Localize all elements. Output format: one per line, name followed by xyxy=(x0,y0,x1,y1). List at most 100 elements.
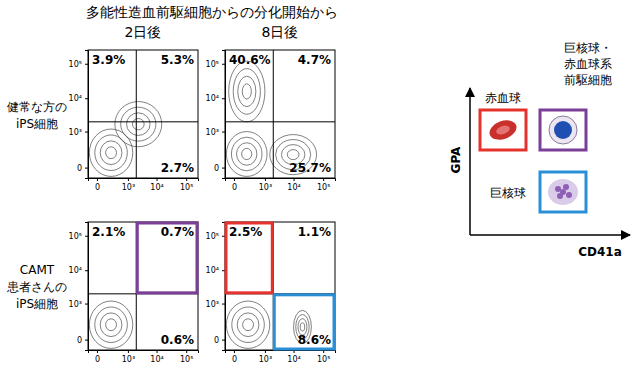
y-axis: 010³10⁴10⁵ xyxy=(69,51,89,179)
tick-label: 10⁴ xyxy=(150,355,163,364)
contour-ring xyxy=(237,143,257,165)
tick: 10⁵ xyxy=(317,178,330,192)
tick-label: 10⁵ xyxy=(180,355,193,364)
contour-ring xyxy=(115,102,162,147)
gate-line xyxy=(136,50,137,178)
tick-label: 10⁴ xyxy=(150,183,163,192)
tick-mark xyxy=(323,178,324,181)
tick-mark xyxy=(128,178,129,181)
plot-frame xyxy=(88,222,198,350)
tick: 0 xyxy=(232,350,237,364)
tick-label: 10⁴ xyxy=(206,266,219,275)
tick-mark xyxy=(157,178,158,181)
axis-line xyxy=(89,179,199,182)
tick: 10⁵ xyxy=(180,178,193,192)
plot: 010³10⁴10⁵010³10⁴10⁵2.1%0.7%0.6% xyxy=(69,222,199,364)
key-icon xyxy=(554,121,572,139)
contour-ring xyxy=(132,118,144,129)
plot: 010³10⁴10⁵010³10⁴10⁵2.5%1.1%8.6% xyxy=(206,222,336,364)
gate-line xyxy=(88,121,198,122)
tick: 10³ xyxy=(206,300,225,309)
tick-mark xyxy=(97,178,98,181)
tick-label: 10⁴ xyxy=(287,183,300,192)
key-icon xyxy=(549,116,577,144)
quadrant-percentage: 2.5% xyxy=(229,225,262,239)
figure-title: 多能性造血前駆細胞からの分化開始から xyxy=(86,4,338,20)
tick-mark xyxy=(265,178,266,181)
quadrant-percentage: 25.7% xyxy=(289,161,331,175)
tick: 0 xyxy=(95,178,100,192)
y-axis: 010³10⁴10⁵ xyxy=(206,51,226,179)
tick-mark xyxy=(97,350,98,353)
key-icon xyxy=(487,117,519,143)
contour-ring xyxy=(287,150,299,160)
key-label: 赤血球 xyxy=(485,91,521,105)
tick-label: 10³ xyxy=(259,183,272,192)
tick: 10³ xyxy=(69,300,88,309)
plot-frame xyxy=(225,222,335,350)
key-label: 巨核球・ xyxy=(564,41,612,55)
tick-label: 10³ xyxy=(206,300,219,309)
contour-ring xyxy=(238,76,256,106)
tick-mark xyxy=(85,98,88,99)
contour-ring xyxy=(89,301,132,348)
figure: 多能性造血前駆細胞からの分化開始から2日後8日後健常な方のiPS細胞CAMT患者… xyxy=(0,0,640,375)
tick-mark xyxy=(85,340,88,341)
key-box xyxy=(540,110,586,150)
key-icon xyxy=(560,189,566,195)
contour-ring xyxy=(106,147,117,159)
gate-line xyxy=(225,121,335,122)
tick-mark xyxy=(222,304,225,305)
key-icon xyxy=(495,124,511,136)
plot-frame xyxy=(88,50,198,178)
quadrant-percentage: 1.1% xyxy=(298,225,331,239)
row-header: iPS細胞 xyxy=(16,117,58,131)
tick: 10⁴ xyxy=(287,178,300,192)
quadrant-percentage: 5.3% xyxy=(161,53,194,67)
contour-ring xyxy=(232,307,265,343)
tick-label: 10³ xyxy=(69,300,82,309)
contour-ring xyxy=(106,319,117,331)
key-axis xyxy=(469,88,471,235)
tick-mark xyxy=(157,350,158,353)
tick-label: 10⁴ xyxy=(69,266,82,275)
tick: 10³ xyxy=(259,350,272,364)
tick: 10⁴ xyxy=(206,94,225,103)
x-axis: 010³10⁴10⁵ xyxy=(226,178,336,192)
tick-mark xyxy=(85,168,88,169)
tick-label: 10⁵ xyxy=(206,60,219,69)
contour-ring xyxy=(233,69,260,115)
key-axis xyxy=(470,234,630,236)
tick: 10³ xyxy=(69,128,88,137)
contour-ring xyxy=(242,84,251,99)
quadrant-percentage: 4.7% xyxy=(298,53,331,67)
key-label: 巨核球 xyxy=(490,186,526,200)
axis-line xyxy=(85,223,89,351)
tick-mark xyxy=(222,132,225,133)
key-icon xyxy=(548,179,578,205)
axis-line xyxy=(89,351,199,354)
quadrant-percentage: 8.6% xyxy=(298,333,331,347)
tick-mark xyxy=(222,168,225,169)
key-axis-label: CD41a xyxy=(578,245,622,259)
tick: 10⁴ xyxy=(69,266,88,275)
tick-label: 10³ xyxy=(206,128,219,137)
tick-mark xyxy=(294,178,295,181)
y-axis: 010³10⁴10⁵ xyxy=(206,223,226,351)
tick-mark xyxy=(85,64,88,65)
column-header: 2日後 xyxy=(125,24,162,40)
key-diagram: GPACD41a赤血球巨核球・赤血球系前駆細胞巨核球 xyxy=(449,41,630,259)
quadrant-percentage: 40.6% xyxy=(229,53,271,67)
key-icon xyxy=(566,192,572,198)
tick: 10⁴ xyxy=(150,350,163,364)
tick: 10⁵ xyxy=(317,350,330,364)
contour-ring xyxy=(100,141,122,165)
tick: 10⁵ xyxy=(180,350,193,364)
tick-label: 10⁵ xyxy=(317,355,330,364)
plot-area xyxy=(88,50,198,178)
tick-label: 10³ xyxy=(122,355,135,364)
contour-ring xyxy=(231,137,262,171)
tick-label: 10⁵ xyxy=(69,232,82,241)
quadrant-percentage: 2.7% xyxy=(161,161,194,175)
tick-mark xyxy=(186,178,187,181)
